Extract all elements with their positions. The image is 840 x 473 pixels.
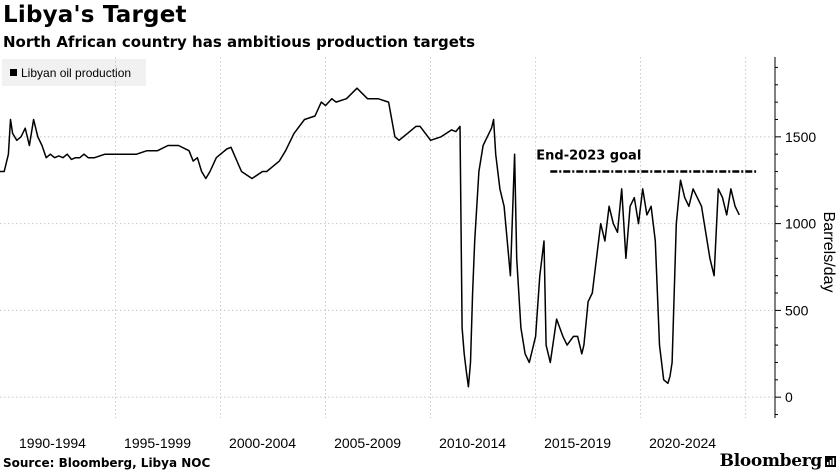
x-tick-label: 2005-2009	[334, 435, 401, 451]
series-line-libyan-oil-production	[0, 87, 740, 388]
goal-label: End-2023 goal	[536, 149, 641, 164]
y-tick-label: 0	[785, 389, 793, 405]
x-tick-label: 1995-1999	[124, 435, 191, 451]
legend-label: Libyan oil production	[21, 65, 132, 80]
y-tick-label: 500	[785, 302, 809, 318]
y-axis-label: Barrels/day	[820, 211, 837, 293]
legend-swatch	[10, 69, 17, 76]
legend: Libyan oil production	[2, 59, 146, 86]
chart-title: Libya's Target	[3, 2, 187, 28]
brand-logo: Bloomberg	[720, 451, 836, 471]
x-tick-labels: 1990-1994 1995-1999 2000-2004 2005-2009 2010…	[19, 435, 716, 451]
source-note: Source: Bloomberg, Libya NOC	[3, 456, 211, 470]
y-tick-label: 1000	[785, 216, 816, 232]
chart-subtitle: North African country has ambitious prod…	[3, 33, 476, 51]
brand-bar-icon	[825, 455, 836, 467]
x-tick-label: 2010-2014	[439, 435, 506, 451]
y-axis	[774, 57, 781, 418]
brand-name: Bloomberg	[719, 451, 823, 471]
grid-lines	[0, 57, 773, 418]
x-tick-label: 2015-2019	[544, 435, 611, 451]
x-tick-label: 1990-1994	[19, 435, 86, 451]
y-tick-label: 1500	[785, 129, 816, 145]
y-tick-labels: 0 500 1000 1500	[785, 129, 816, 405]
goal-annotation: End-2023 goal	[536, 149, 757, 173]
x-tick-label: 2000-2004	[229, 435, 296, 451]
series-group	[0, 87, 740, 388]
x-tick-label: 2020-2024	[649, 435, 716, 451]
